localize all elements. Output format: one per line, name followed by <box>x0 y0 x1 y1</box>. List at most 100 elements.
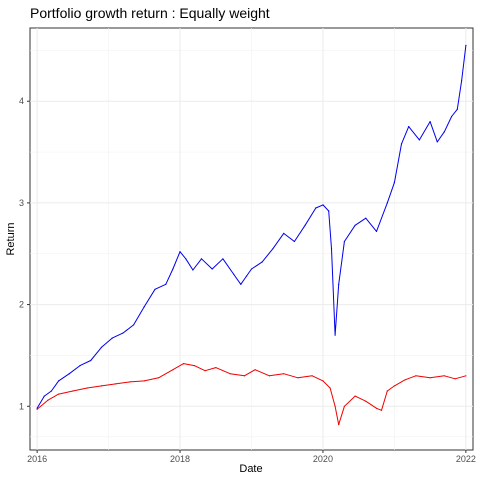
series-1-point <box>179 251 181 253</box>
series-1-point <box>245 275 248 277</box>
series-2-point <box>129 381 131 383</box>
series-2-point <box>36 408 38 410</box>
series-2-point <box>393 385 395 387</box>
series-2-point <box>465 375 467 377</box>
x-tick-label: 2018 <box>170 454 190 464</box>
series-1-point <box>343 240 345 243</box>
series-1-point <box>465 44 467 46</box>
ticks-layer: 2016 2018 2020 2022 1 2 3 4 <box>19 96 476 464</box>
series-1-point <box>50 390 53 392</box>
series-1-point <box>43 395 45 397</box>
x-tick-label: 2016 <box>27 454 47 464</box>
series-1-point <box>68 373 70 375</box>
series-2-point <box>415 375 417 377</box>
grid-minor <box>30 28 473 450</box>
series-1-point <box>240 283 242 285</box>
series-2-point <box>204 370 206 372</box>
series-2-point <box>311 375 313 377</box>
series-1-point <box>185 258 187 260</box>
y-axis-title: Return <box>5 222 17 255</box>
series-1-point <box>283 232 285 234</box>
series-2-point <box>243 375 245 377</box>
series-2-point <box>283 373 285 375</box>
y-tick-label: 2 <box>19 300 24 310</box>
y-tick-label: 3 <box>19 198 24 208</box>
series-1-point <box>315 207 317 209</box>
grid-major <box>30 28 473 450</box>
series-1-point <box>58 380 60 382</box>
series-1-point <box>375 230 378 232</box>
series-2-point <box>215 367 217 369</box>
series-1-point <box>200 258 203 260</box>
series-2-point <box>380 409 383 411</box>
series-1-point <box>293 240 295 243</box>
series-2-point <box>354 395 356 397</box>
series-1-point <box>400 143 403 145</box>
series-1-point <box>322 204 324 206</box>
series-1-point <box>192 269 194 271</box>
series-1-point <box>165 283 167 285</box>
series-2-point <box>443 375 445 377</box>
series-1-point <box>172 268 174 270</box>
series-1-point <box>90 359 92 362</box>
series-2-point <box>58 393 60 395</box>
y-tick-label: 1 <box>19 401 24 411</box>
series-1-point <box>429 121 431 123</box>
series-1-point <box>365 217 367 219</box>
x-tick-label: 2022 <box>456 454 476 464</box>
series-1-point <box>79 365 81 367</box>
series-1-point <box>386 202 388 204</box>
series-1-point <box>304 224 306 226</box>
series-2-point <box>229 373 231 375</box>
series-2-point <box>172 369 174 371</box>
series-1-point <box>456 108 458 110</box>
series-2-point <box>386 390 388 392</box>
series-2-point <box>429 377 431 379</box>
series-2-point <box>100 385 103 387</box>
series-line-1 <box>36 45 467 409</box>
series-2-point <box>343 405 345 407</box>
series-2-point <box>193 365 195 367</box>
series-2-point <box>158 377 160 379</box>
series-1-point <box>233 273 235 275</box>
series-1-point <box>334 334 336 336</box>
series-2-point <box>297 377 299 379</box>
series-2-point <box>404 379 406 381</box>
series-1-point <box>393 182 395 184</box>
series-2-point <box>86 387 88 389</box>
series-2-point <box>338 424 340 426</box>
series-2-point <box>183 363 185 365</box>
chart-title: Portfolio growth return : Equally weight <box>30 5 270 21</box>
series-layer <box>36 44 467 426</box>
series-1-point <box>354 224 356 226</box>
series-1-point <box>328 210 330 212</box>
series-1-point <box>222 258 224 260</box>
series-1-point <box>408 126 410 128</box>
series-1-point <box>418 139 420 141</box>
series-2-point <box>365 400 367 402</box>
series-1-point <box>436 141 438 143</box>
series-1-point <box>133 324 135 326</box>
series-2-point <box>454 378 456 380</box>
series-1-point <box>211 268 213 270</box>
series-2-point <box>329 387 331 389</box>
series-2-point <box>322 380 324 382</box>
series-1-point <box>154 288 156 290</box>
series-1-point <box>272 248 274 250</box>
x-tick-label: 2020 <box>313 454 333 464</box>
series-2-point <box>268 375 270 377</box>
series-2-point <box>72 390 74 392</box>
series-1-point <box>461 80 463 82</box>
series-2-point <box>115 383 117 385</box>
series-2-point <box>254 369 256 371</box>
y-tick-label: 4 <box>19 96 24 106</box>
series-1-point <box>443 131 445 133</box>
series-1-point <box>100 346 103 348</box>
series-1-point <box>338 283 340 285</box>
series-2-point <box>334 405 336 407</box>
series-1-point <box>261 261 263 263</box>
series-2-point <box>375 407 378 409</box>
series-1-point <box>330 248 333 250</box>
